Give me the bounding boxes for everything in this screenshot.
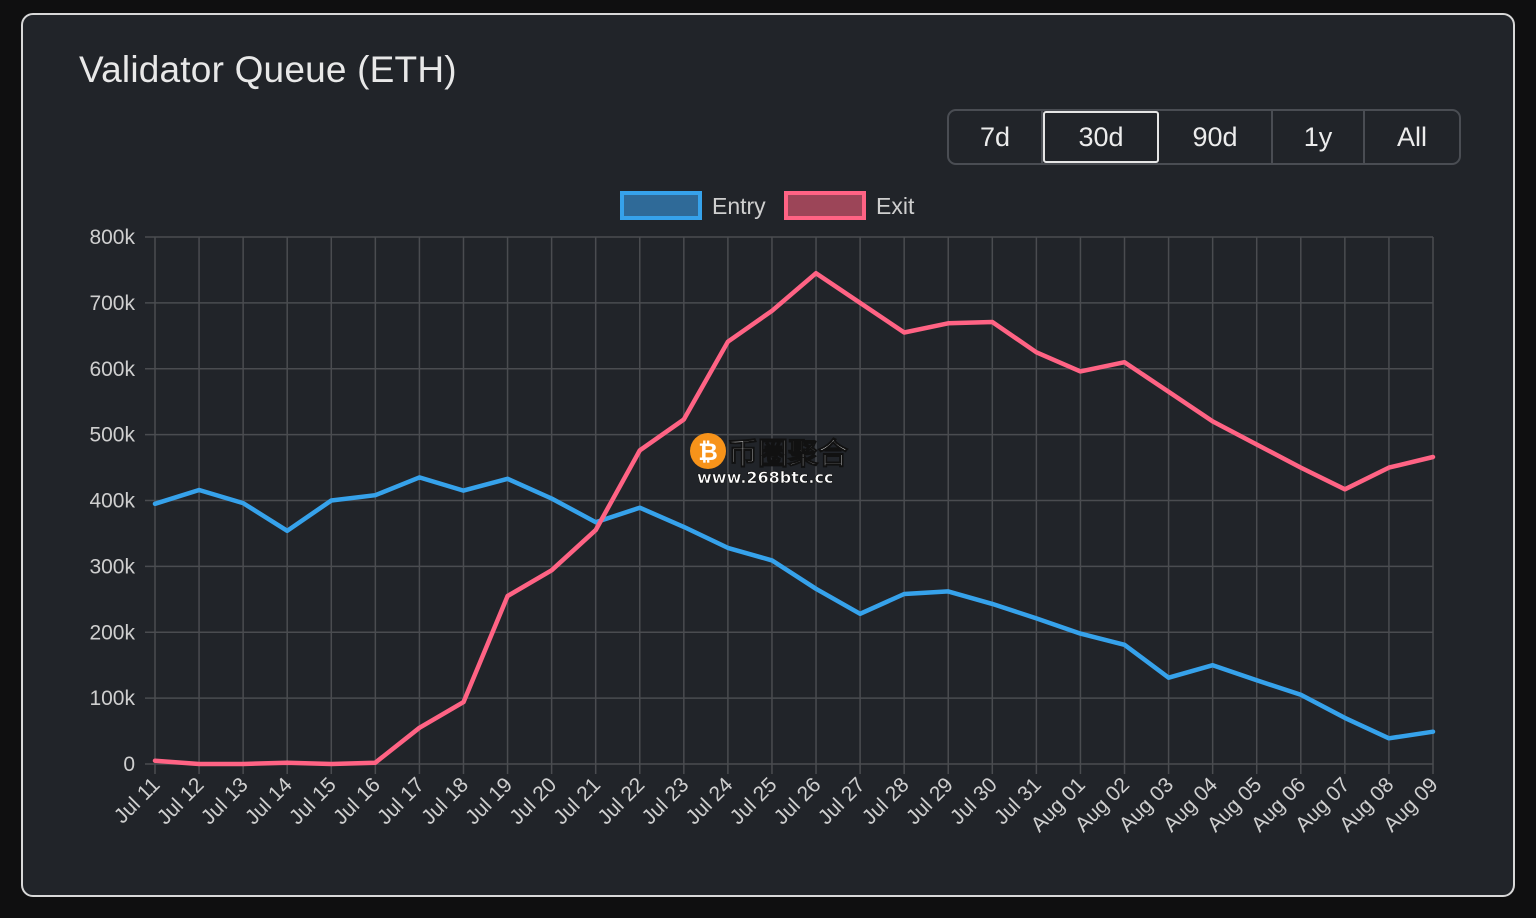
legend-swatch-exit[interactable] — [784, 191, 866, 220]
range-button-all[interactable]: All — [1396, 121, 1427, 152]
x-tick-label: Jul 21 — [549, 773, 605, 829]
x-tick-label: Jul 15 — [285, 773, 341, 829]
series-line-entry — [152, 475, 1436, 741]
watermark-url: www.268btc.cc — [697, 468, 833, 487]
x-tick-label: Jul 27 — [814, 773, 870, 829]
watermark-brand: 币圈聚合 — [728, 437, 848, 472]
y-tick-label: 700k — [89, 292, 135, 315]
x-tick-label: Jul 17 — [373, 773, 429, 829]
validator-queue-card: Validator Queue (ETH) 7d 30d 90d 1y All — [21, 13, 1515, 897]
bitcoin-icon — [690, 433, 726, 469]
x-tick-label: Jul 25 — [726, 773, 782, 829]
series-line-exit — [152, 270, 1436, 767]
x-tick-label: Jul 13 — [197, 773, 253, 829]
y-tick-label: 500k — [89, 424, 135, 447]
chart-title: Validator Queue (ETH) — [79, 49, 457, 90]
range-button-30d[interactable]: 30d — [1043, 111, 1159, 163]
range-button-7d[interactable]: 7d — [949, 111, 1043, 163]
x-tick-label: Jul 29 — [902, 773, 958, 829]
x-tick-label: Jul 19 — [461, 773, 517, 829]
range-button-1y[interactable]: 1y — [1273, 111, 1365, 163]
legend-label-exit[interactable]: Exit — [876, 193, 915, 219]
x-tick-label: Jul 28 — [858, 773, 914, 829]
x-tick-label: Jul 12 — [153, 773, 209, 829]
x-tick-label: Jul 26 — [770, 773, 826, 829]
bitcoin-icon-glyph: ₿ — [698, 438, 718, 466]
x-tick-label: Jul 18 — [417, 773, 473, 829]
time-range-selector: 7d 30d 90d 1y All — [947, 109, 1461, 165]
x-tick-label: Jul 24 — [682, 773, 738, 829]
x-tick-label: Jul 14 — [241, 773, 297, 829]
range-button-90d[interactable]: 90d — [1159, 111, 1273, 163]
y-tick-label: 600k — [89, 358, 135, 381]
y-tick-label: 100k — [89, 687, 135, 710]
y-tick-label: 200k — [89, 621, 135, 644]
y-tick-label: 400k — [89, 490, 135, 513]
x-tick-label: Jul 11 — [110, 773, 165, 828]
x-tick-label: Jul 16 — [329, 773, 385, 829]
legend-label-entry[interactable]: Entry — [712, 193, 766, 219]
x-tick-label: Jul 20 — [505, 773, 561, 829]
y-tick-label: 300k — [89, 555, 135, 578]
legend-swatch-entry[interactable] — [620, 191, 702, 220]
y-tick-label: 0 — [123, 753, 135, 776]
y-tick-label: 800k — [89, 226, 135, 249]
x-tick-label: Jul 22 — [593, 773, 649, 829]
x-tick-label: Jul 30 — [946, 773, 1002, 829]
x-tick-label: Jul 23 — [637, 773, 693, 829]
